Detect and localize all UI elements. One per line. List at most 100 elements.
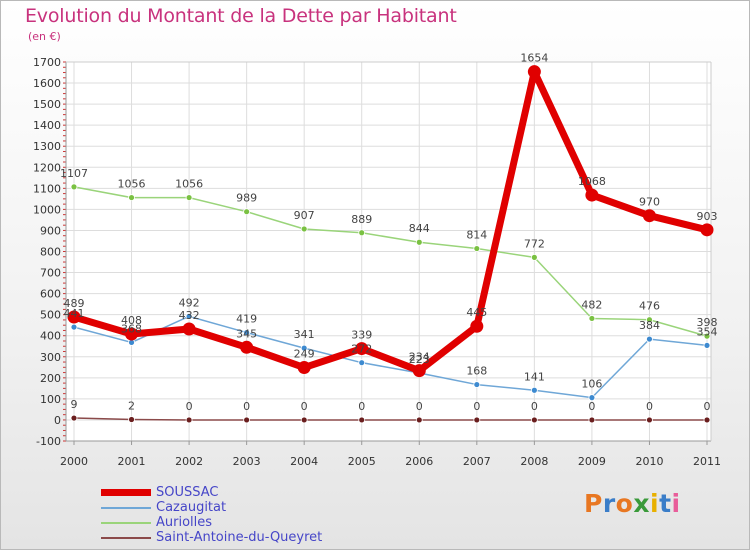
y-tick-label: 0: [54, 414, 61, 427]
data-label: 1654: [520, 52, 548, 65]
series-line-cazaugitat: [73, 315, 708, 399]
legend-label: SOUSSAC: [156, 485, 219, 500]
data-label: 0: [588, 400, 595, 413]
logo-letter: r: [602, 489, 616, 518]
data-point: [128, 194, 135, 201]
data-label: 9: [71, 398, 78, 411]
chart-unit: (en €): [28, 30, 61, 43]
data-label: 889: [351, 213, 372, 226]
x-tick-label: 2002: [175, 455, 203, 468]
data-label: 419: [236, 313, 257, 326]
data-label: 0: [704, 400, 711, 413]
data-label: 0: [186, 400, 193, 413]
legend-swatch: [101, 507, 151, 509]
data-point: [646, 335, 653, 343]
data-label: 492: [179, 296, 200, 309]
data-point: [243, 416, 251, 424]
data-point: [358, 359, 366, 367]
data-label: 1056: [118, 178, 146, 191]
y-tick-label: 1200: [33, 161, 61, 174]
data-point: [67, 310, 81, 324]
data-point: [297, 361, 311, 375]
y-tick-label: 1100: [33, 182, 61, 195]
data-label: 168: [466, 365, 487, 378]
y-tick-label: 1300: [33, 140, 61, 153]
data-point: [703, 416, 711, 424]
data-label: 2: [128, 400, 135, 413]
data-point: [642, 209, 656, 223]
data-label: 408: [121, 314, 142, 327]
data-point: [470, 319, 484, 333]
data-point: [243, 208, 251, 216]
y-tick-label: 400: [40, 330, 61, 343]
data-point: [182, 322, 196, 336]
data-label: 907: [294, 209, 315, 222]
data-point: [473, 245, 481, 252]
y-tick-label: -100: [36, 435, 61, 448]
data-label: 0: [243, 400, 250, 413]
legend-swatch: [101, 522, 151, 524]
data-label: 0: [473, 400, 480, 413]
logo-letter: x: [633, 489, 650, 518]
data-label: 1107: [60, 167, 88, 180]
y-tick-label: 300: [40, 351, 61, 364]
data-label: 339: [351, 329, 372, 342]
legend-label: Cazaugitat: [156, 500, 227, 515]
data-point: [300, 416, 308, 424]
data-label: 0: [531, 400, 538, 413]
x-tick-label: 2010: [635, 455, 663, 468]
data-point: [70, 323, 78, 331]
data-point: [300, 344, 308, 352]
data-label: 489: [64, 297, 85, 310]
data-point: [412, 364, 426, 378]
data-point: [358, 229, 366, 237]
data-point: [588, 315, 596, 322]
data-label: 0: [358, 400, 365, 413]
x-tick-label: 2007: [463, 455, 491, 468]
data-label: 814: [466, 229, 487, 242]
data-point: [185, 194, 193, 201]
y-tick-label: 600: [40, 288, 61, 301]
legend-label: Auriolles: [156, 515, 213, 530]
data-label: 223: [409, 353, 430, 366]
data-point: [530, 386, 538, 394]
proxiti-logo: Proxiti: [584, 489, 681, 518]
logo-letter: i: [671, 489, 681, 518]
data-label: 903: [697, 210, 718, 223]
data-label: 234: [409, 351, 430, 364]
series-line-auriolles: [73, 186, 708, 337]
y-tick-label: 1700: [33, 56, 61, 69]
x-tick-label: 2011: [693, 455, 721, 468]
data-label: 970: [639, 196, 660, 209]
x-tick-label: 2008: [520, 455, 548, 468]
x-tick-label: 2000: [60, 455, 88, 468]
data-point: [588, 416, 596, 424]
data-point: [473, 416, 481, 424]
data-label: 0: [416, 400, 423, 413]
x-tick-label: 2009: [578, 455, 606, 468]
series-line-saint-antoine-du-queyret: [73, 417, 708, 421]
data-point: [240, 340, 254, 354]
y-tick-label: 1400: [33, 119, 61, 132]
y-tick-label: 700: [40, 267, 61, 280]
data-label: 398: [697, 316, 718, 329]
y-tick-label: 100: [40, 393, 61, 406]
legend-swatch: [101, 537, 151, 539]
data-point: [585, 188, 599, 202]
data-point: [530, 416, 538, 424]
data-label: 341: [294, 328, 315, 341]
series-line-soussac: [70, 68, 711, 375]
x-tick-label: 2004: [290, 455, 318, 468]
legend-label: Saint-Antoine-du-Queyret: [156, 530, 323, 545]
data-label: 106: [581, 378, 602, 391]
x-tick-label: 2006: [405, 455, 433, 468]
data-point: [415, 238, 423, 246]
data-label: 272: [351, 343, 372, 356]
data-point: [355, 342, 369, 356]
logo-letter: P: [584, 489, 603, 518]
y-tick-label: 1600: [33, 77, 61, 90]
data-point: [588, 394, 596, 402]
data-label: 141: [524, 370, 545, 383]
data-label: 1068: [578, 175, 606, 188]
x-tick-label: 2001: [118, 455, 146, 468]
